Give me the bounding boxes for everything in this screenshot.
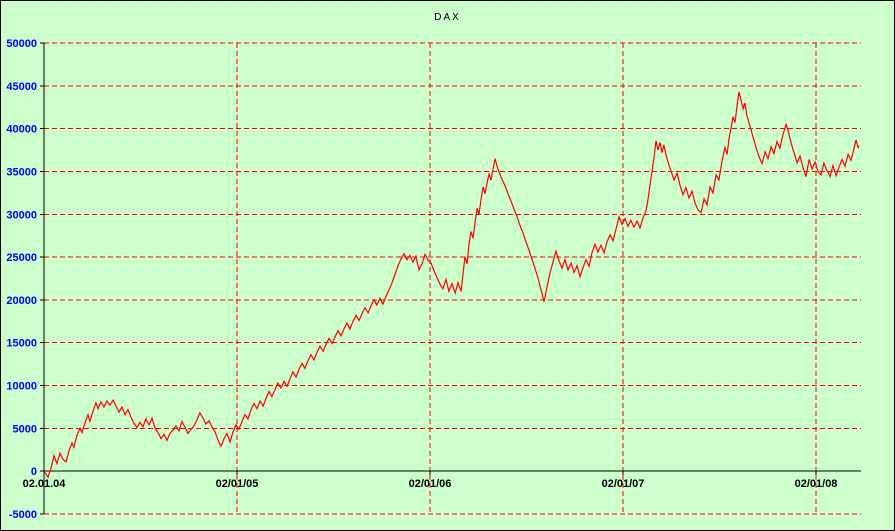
- y-tick-label: 25000: [6, 252, 37, 264]
- series-line: [43, 91, 860, 479]
- x-tick-label: 02.01.04: [23, 478, 67, 490]
- y-tick-label: 45000: [6, 81, 37, 93]
- y-tick-label: 40000: [6, 124, 37, 136]
- x-tick-label: 02/01/08: [795, 478, 838, 490]
- x-tick-label: 02/01/05: [216, 478, 259, 490]
- y-tick-label: 20000: [6, 295, 37, 307]
- y-tick-label: 5000: [13, 423, 37, 435]
- x-tick-label: 02/01/06: [409, 478, 452, 490]
- y-tick-label: -5000: [9, 509, 37, 521]
- y-tick-label: 35000: [6, 166, 37, 178]
- x-tick-label: 02/01/07: [602, 478, 645, 490]
- chart-title: DAX: [434, 12, 461, 23]
- y-tick-label: 50000: [6, 38, 37, 50]
- y-tick-label: 15000: [6, 338, 37, 350]
- y-tick-label: 10000: [6, 381, 37, 393]
- y-tick-label: 30000: [6, 209, 37, 221]
- y-tick-label: 0: [31, 466, 37, 478]
